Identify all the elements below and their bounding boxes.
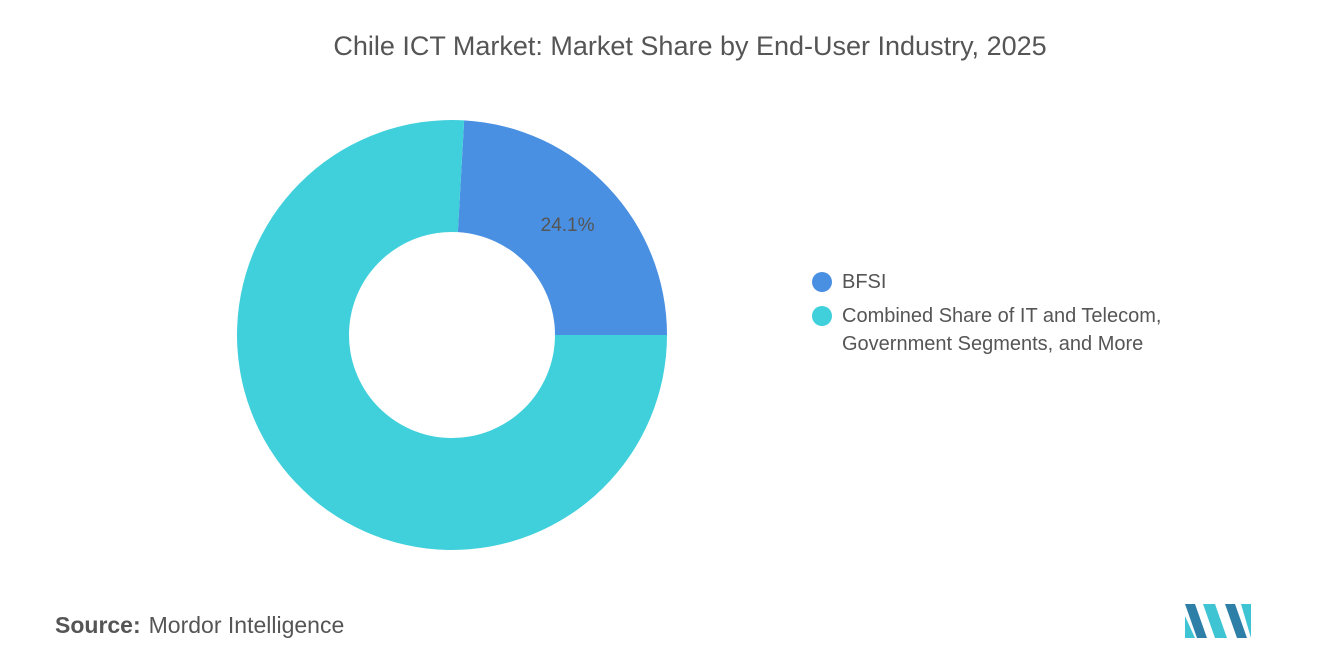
legend-item: BFSI <box>812 268 1212 296</box>
legend-marker <box>812 272 832 292</box>
legend-label: BFSI <box>842 271 887 293</box>
data-label: 24.1% <box>541 215 595 236</box>
chart-title: Chile ICT Market: Market Share by End-Us… <box>333 31 1046 61</box>
legend-item: Combined Share of IT and Telecom, Govern… <box>812 302 1212 358</box>
source-text: Mordor Intelligence <box>148 612 345 638</box>
slice <box>457 120 667 336</box>
legend: BFSI Combined Share of IT and Telecom, Go… <box>812 268 1212 364</box>
source-label: Source: <box>55 612 141 638</box>
donut: 24.1% <box>237 120 667 550</box>
legend-marker <box>812 306 832 326</box>
logo <box>1185 604 1251 638</box>
slice <box>237 120 667 550</box>
legend-label: Combined Share of IT and Telecom, Govern… <box>842 305 1162 355</box>
source: Source: Mordor Intelligence <box>55 612 344 639</box>
